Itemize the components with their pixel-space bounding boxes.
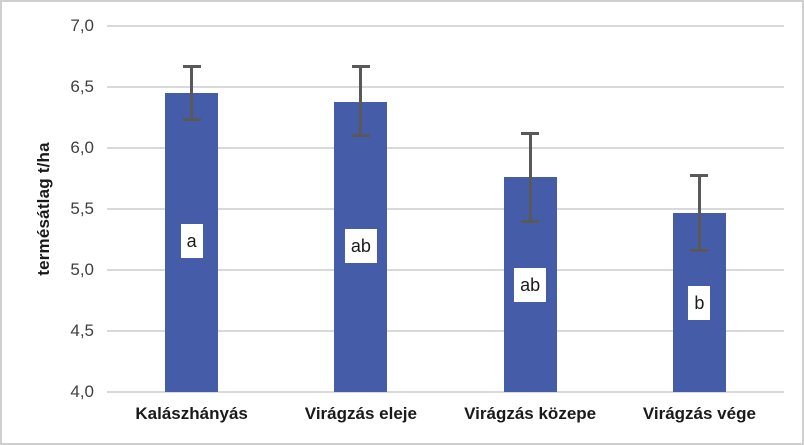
x-category-label: Kalászhányás — [135, 404, 248, 423]
x-category-label: Virágzás közepe — [464, 404, 597, 423]
y-tick-label: 6,0 — [70, 138, 94, 157]
y-tick-label: 6,5 — [70, 77, 94, 96]
gridline — [107, 86, 784, 88]
error-bar-cap-bottom — [182, 117, 201, 121]
x-category-label: Virágzás eleje — [304, 404, 417, 423]
error-bar-cap-bottom — [351, 133, 370, 137]
y-tick-label: 4,5 — [70, 321, 94, 340]
gridline — [107, 269, 784, 271]
x-category-label: Virágzás vége — [642, 404, 756, 423]
significance-label: ab — [344, 228, 377, 263]
error-bar-cap-top — [690, 173, 709, 177]
error-bar-cap-top — [182, 65, 201, 69]
error-bar-cap-bottom — [521, 220, 540, 224]
x-axis-line — [107, 391, 784, 393]
error-bar — [697, 174, 701, 251]
y-tick-label: 4,0 — [70, 382, 94, 401]
significance-label: b — [688, 285, 711, 320]
error-bar-cap-bottom — [690, 249, 709, 253]
y-tick-label: 5,0 — [70, 260, 94, 279]
significance-label: a — [180, 223, 203, 258]
error-bar-cap-top — [351, 65, 370, 69]
error-bar-cap-top — [521, 132, 540, 136]
y-tick-label: 5,5 — [70, 199, 94, 218]
error-bar — [190, 66, 194, 119]
gridline — [107, 25, 784, 27]
gridline — [107, 208, 784, 210]
error-bar — [528, 133, 532, 222]
significance-label: ab — [514, 267, 547, 302]
y-tick-label: 7,0 — [70, 16, 94, 35]
error-bar — [359, 66, 363, 135]
gridline — [107, 147, 784, 149]
gridline — [107, 330, 784, 332]
